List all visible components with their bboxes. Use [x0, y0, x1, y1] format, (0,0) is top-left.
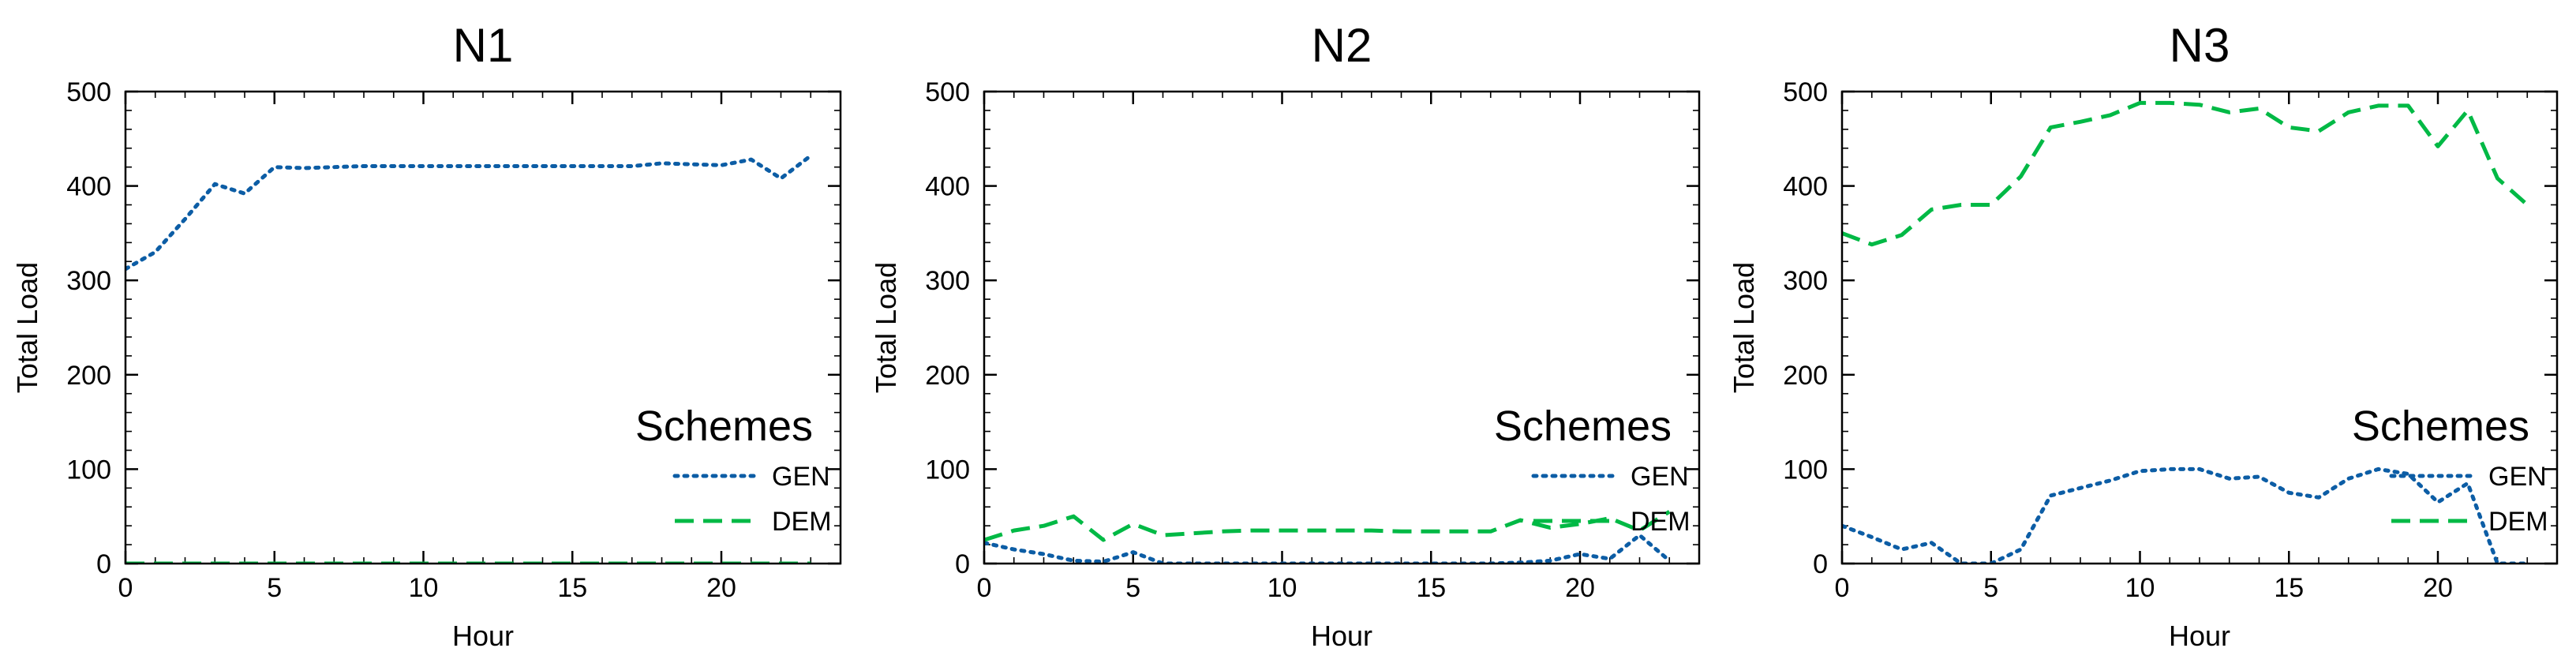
- legend-label-gen: GEN: [1631, 462, 1689, 492]
- series-line-gen: [984, 533, 1672, 564]
- y-tick-label: 400: [925, 172, 970, 202]
- y-tick-label: 0: [96, 549, 111, 579]
- x-tick-label: 0: [1835, 573, 1850, 603]
- y-tick-label: 400: [1783, 172, 1828, 202]
- x-tick-label: 20: [1565, 573, 1595, 603]
- y-tick-label: 500: [925, 77, 970, 107]
- panel-title: N1: [453, 19, 514, 72]
- series-line-dem: [984, 510, 1671, 542]
- legend-title: Schemes: [1494, 403, 1672, 450]
- legend: Schemes GEN DEM: [2352, 403, 2548, 537]
- series-line-dem: [1842, 100, 2529, 247]
- legend-label-dem: DEM: [2488, 507, 2548, 537]
- x-tick-label: 15: [557, 573, 587, 603]
- legend: Schemes GEN DEM: [635, 403, 832, 537]
- y-tick-label: 500: [1783, 77, 1828, 107]
- x-tick-label: 15: [2274, 573, 2304, 603]
- plot-frame: [1840, 90, 2559, 565]
- y-tick-label: 300: [66, 266, 111, 296]
- y-tick-label: 300: [925, 266, 970, 296]
- panel-title: N3: [2170, 19, 2230, 72]
- y-axis-label: Total Load: [870, 262, 902, 393]
- x-tick-label: 10: [409, 573, 439, 603]
- series-line-gen: [125, 153, 813, 272]
- x-tick-label: 20: [706, 573, 736, 603]
- y-axis-label: Total Load: [1728, 262, 1760, 393]
- legend-label-dem: DEM: [1631, 507, 1690, 537]
- plot-frame: [124, 90, 842, 565]
- x-axis-label: Hour: [2169, 620, 2230, 652]
- y-tick-label: 100: [66, 455, 111, 485]
- y-tick-label: 400: [66, 172, 111, 202]
- y-tick-label: 300: [1783, 266, 1828, 296]
- legend: Schemes GEN DEM: [1494, 403, 1690, 537]
- panel-title: N2: [1312, 19, 1372, 72]
- x-tick-label: 10: [2125, 573, 2155, 603]
- x-tick-label: 0: [977, 573, 992, 603]
- y-tick-label: 0: [1813, 549, 1828, 579]
- x-axis-label: Hour: [452, 620, 514, 652]
- x-tick-label: 5: [1125, 573, 1140, 603]
- y-tick-label: 100: [1783, 455, 1828, 485]
- y-tick-label: 200: [925, 361, 970, 391]
- plot-frame: [983, 90, 1701, 565]
- y-tick-label: 0: [955, 549, 970, 579]
- x-tick-label: 5: [1983, 573, 1998, 603]
- legend-label-gen: GEN: [2488, 462, 2547, 492]
- legend-title: Schemes: [2352, 403, 2529, 450]
- x-tick-label: 10: [1267, 573, 1297, 603]
- x-tick-label: 5: [267, 573, 282, 603]
- legend-label-gen: GEN: [772, 462, 830, 492]
- y-tick-label: 200: [1783, 361, 1828, 391]
- y-axis-label: Total Load: [11, 262, 43, 393]
- y-tick-label: 200: [66, 361, 111, 391]
- legend-title: Schemes: [635, 403, 813, 450]
- y-tick-label: 100: [925, 455, 970, 485]
- x-axis-label: Hour: [1311, 620, 1372, 652]
- x-tick-label: 15: [1416, 573, 1446, 603]
- x-tick-label: 0: [118, 573, 133, 603]
- series-line-gen: [1842, 466, 2529, 564]
- y-tick-label: 500: [66, 77, 111, 107]
- x-tick-label: 20: [2423, 573, 2453, 603]
- legend-label-dem: DEM: [772, 507, 832, 537]
